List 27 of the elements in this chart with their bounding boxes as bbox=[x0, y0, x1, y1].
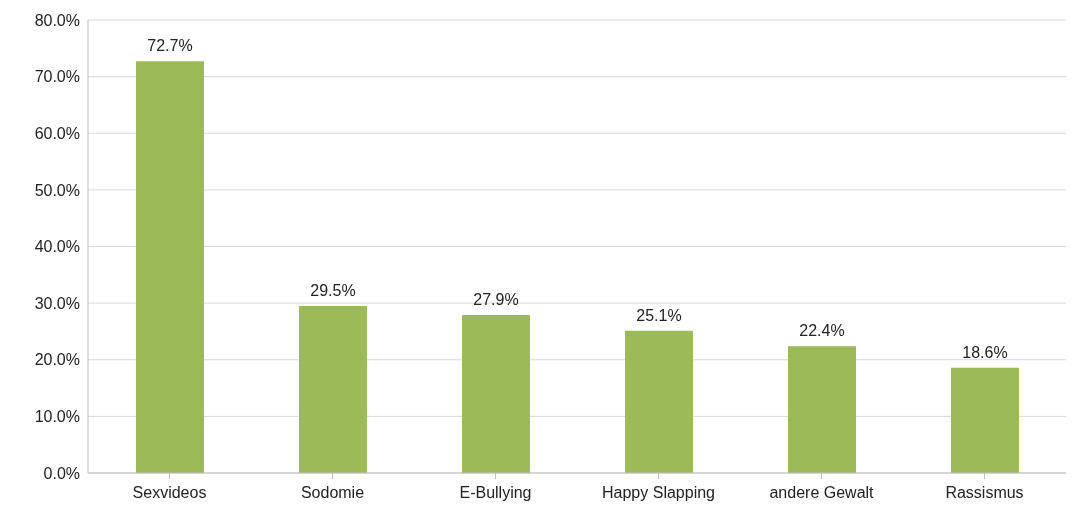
y-tick-label: 30.0% bbox=[34, 294, 80, 312]
y-tick-label: 70.0% bbox=[34, 68, 80, 86]
y-tick-label: 40.0% bbox=[34, 238, 80, 256]
data-label: 18.6% bbox=[962, 343, 1008, 361]
x-tick-label: E-Bullying bbox=[459, 484, 532, 502]
data-label: 72.7% bbox=[147, 37, 193, 55]
x-tick-label: andere Gewalt bbox=[769, 484, 875, 502]
x-tick-label: Rassismus bbox=[945, 484, 1024, 502]
bar bbox=[462, 315, 530, 473]
x-tick-label: Sodomie bbox=[300, 484, 365, 502]
y-tick-label: 10.0% bbox=[34, 408, 80, 426]
y-tick-label: 60.0% bbox=[34, 124, 80, 142]
x-tick-label: Happy Slapping bbox=[602, 484, 715, 502]
bar bbox=[136, 61, 204, 473]
data-label: 22.4% bbox=[799, 322, 845, 340]
data-label: 27.9% bbox=[473, 291, 519, 309]
bar bbox=[788, 346, 856, 473]
data-label: 29.5% bbox=[310, 281, 356, 299]
y-tick-label: 20.0% bbox=[34, 351, 80, 369]
y-tick-label: 50.0% bbox=[34, 181, 80, 199]
bar bbox=[625, 330, 693, 473]
bar bbox=[951, 367, 1019, 473]
x-tick-label: Sexvideos bbox=[132, 484, 207, 502]
y-tick-label: 0.0% bbox=[43, 464, 80, 482]
y-tick-label: 80.0% bbox=[34, 11, 80, 29]
bar bbox=[299, 305, 367, 473]
data-label: 25.1% bbox=[636, 306, 682, 324]
